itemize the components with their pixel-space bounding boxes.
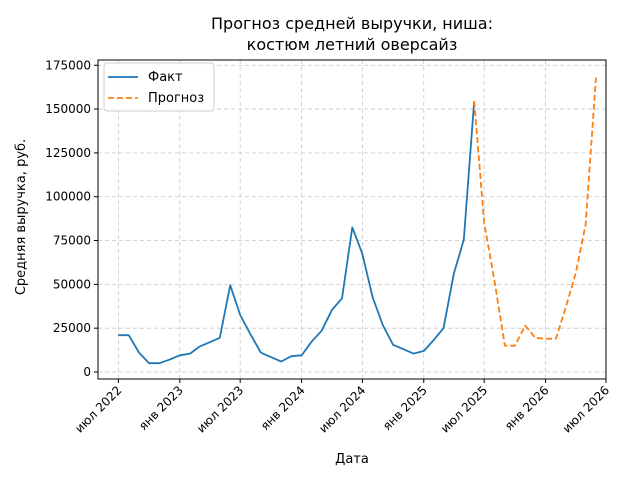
legend-label-forecast: Прогноз [148, 91, 204, 106]
y-tick-label: 0 [83, 365, 91, 379]
legend-label-fact: Факт [148, 70, 183, 85]
y-axis-label: Средняя выручка, руб. [14, 139, 29, 295]
chart-title-line-2: костюм летний оверсайз [247, 35, 458, 54]
series-line-forecast [473, 77, 597, 347]
y-tick-label: 75000 [53, 234, 91, 248]
legend: Факт Прогноз [103, 62, 215, 112]
x-axis-label: Дата [335, 452, 369, 467]
series-line-fact [118, 101, 476, 365]
y-axis-ticks: 0 25000 50000 75000 100000 125000 150000 175000 [45, 58, 98, 379]
plot-frame [97, 59, 607, 380]
y-tick-label: 175000 [45, 58, 91, 72]
y-tick-label: 125000 [45, 146, 91, 160]
y-tick-label: 25000 [53, 321, 91, 335]
legend-box [103, 62, 215, 112]
y-tick-label: 50000 [53, 277, 91, 291]
y-tick-label: 100000 [45, 190, 91, 204]
series-lines [118, 77, 597, 365]
chart-title-line-1: Прогноз средней выручки, ниша: [211, 14, 493, 33]
y-tick-label: 150000 [45, 102, 91, 116]
